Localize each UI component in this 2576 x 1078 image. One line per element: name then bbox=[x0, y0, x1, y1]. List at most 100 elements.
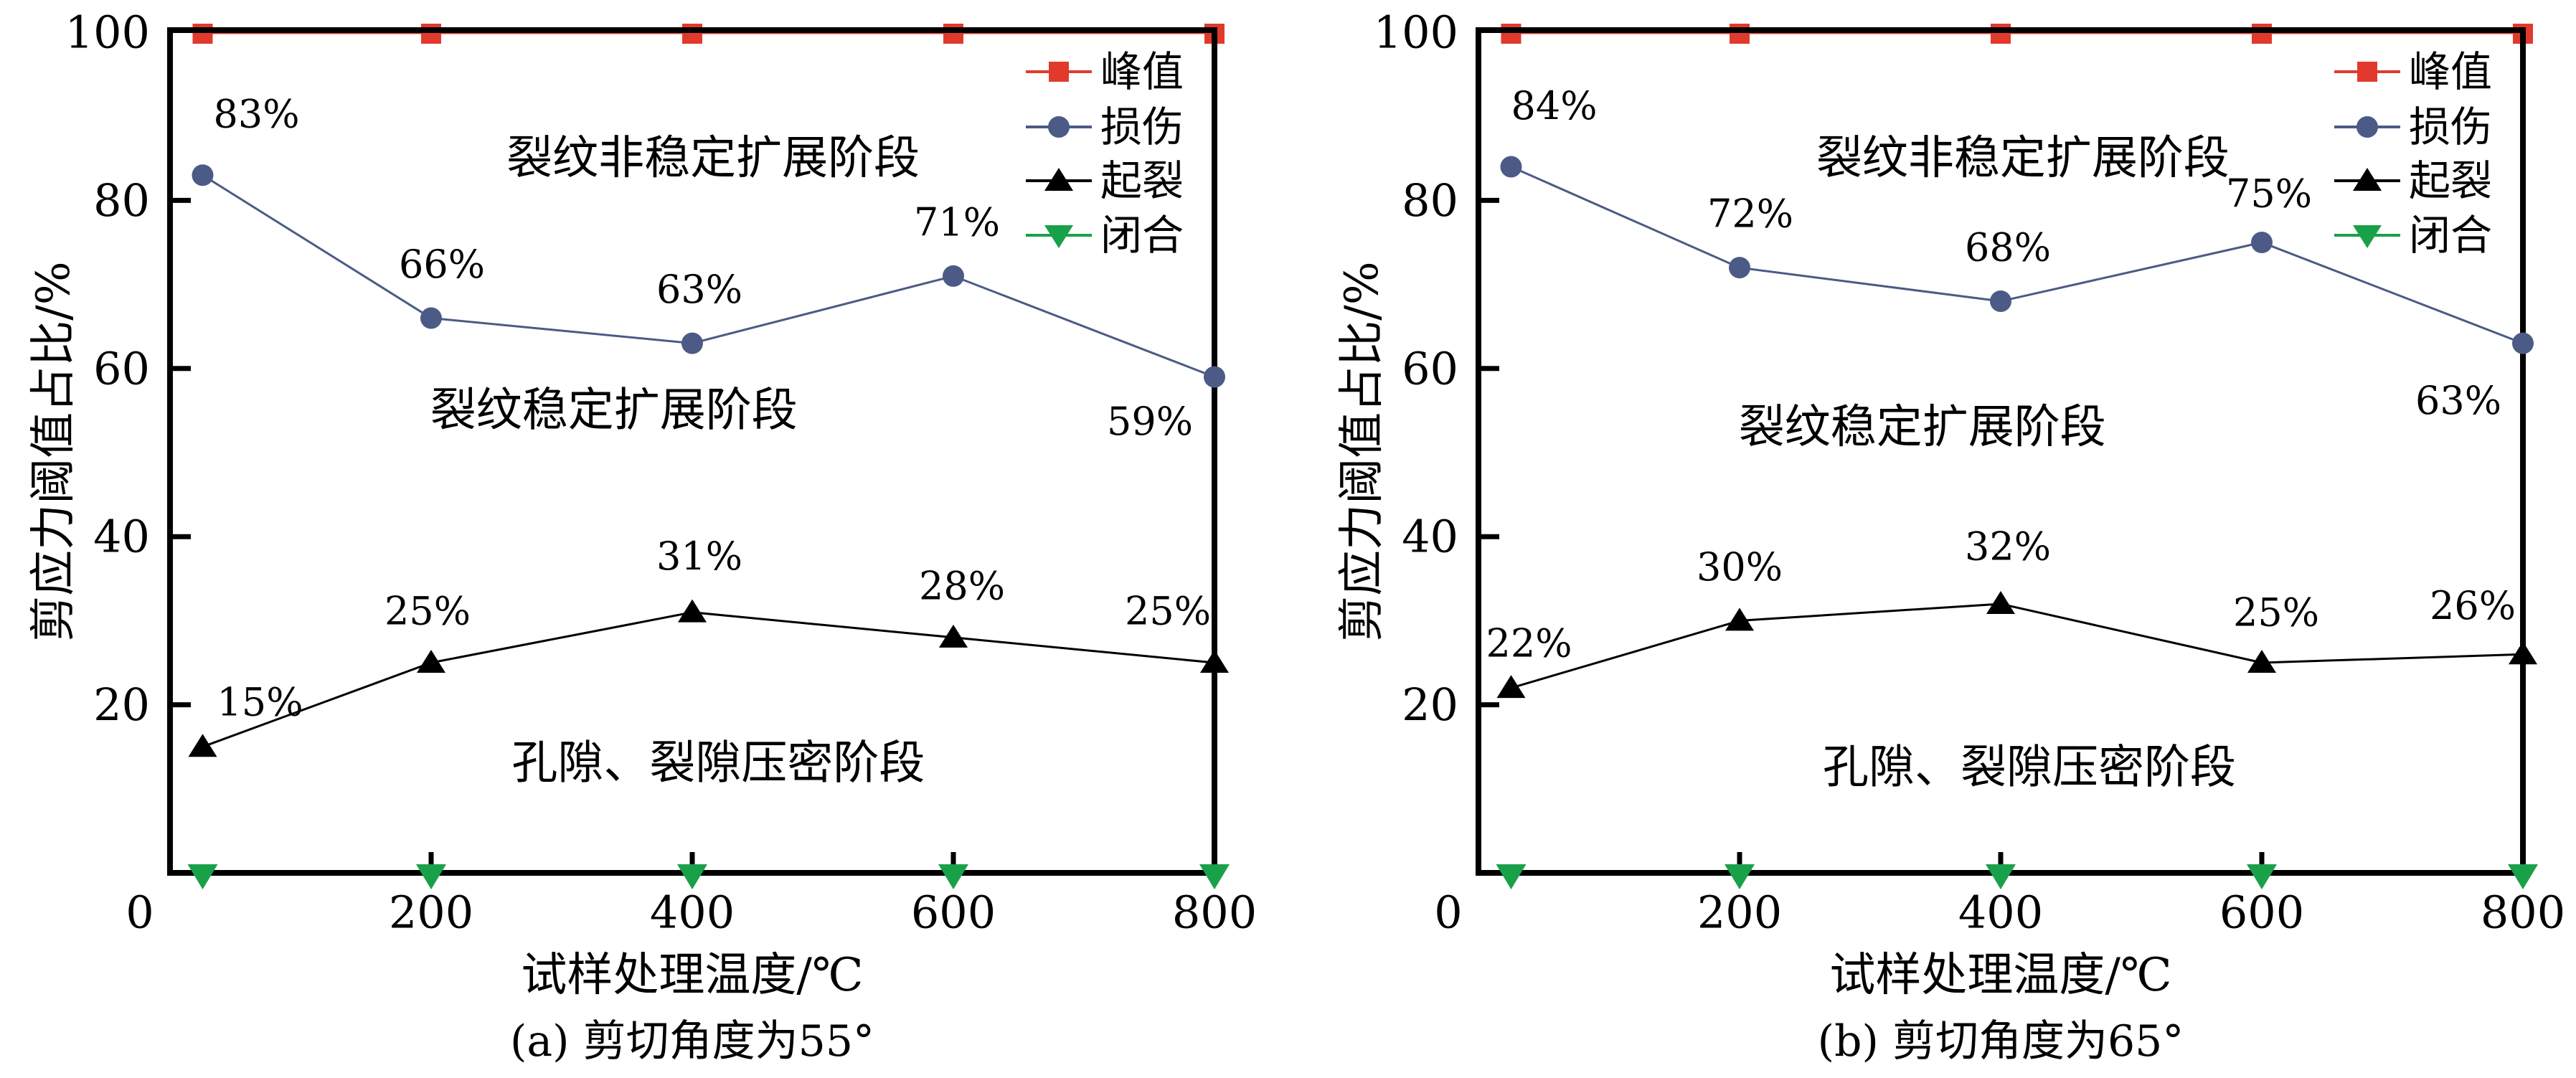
x-tick-label-b: 200 bbox=[1697, 886, 1782, 939]
initiation-marker-a-1 bbox=[417, 650, 445, 673]
damage-label-b-0: 84% bbox=[1511, 83, 1597, 128]
initiation-line-b bbox=[1511, 602, 2524, 689]
legend-label-b-0: 峰值 bbox=[2409, 47, 2492, 96]
damage-label-b-1: 72% bbox=[1707, 192, 1793, 237]
damage-label-a-0: 83% bbox=[213, 92, 299, 137]
peak-marker-a-1 bbox=[421, 24, 441, 44]
damage-marker-a-1 bbox=[420, 307, 442, 329]
damage-marker-a-2 bbox=[681, 332, 703, 354]
legend-label-b-3: 闭合 bbox=[2409, 211, 2492, 260]
initiation-marker-b-3 bbox=[2247, 650, 2276, 673]
damage-marker-a-3 bbox=[943, 265, 964, 287]
legend-label-b-1: 损伤 bbox=[2409, 103, 2492, 151]
closure-marker-b-0 bbox=[1496, 864, 1527, 889]
closure-marker-b-4 bbox=[2508, 864, 2538, 889]
closure-marker-b-2 bbox=[1986, 864, 2016, 889]
initiation-label-b-0: 22% bbox=[1486, 621, 1572, 666]
damage-marker-a-0 bbox=[192, 164, 214, 186]
initiation-line-a bbox=[202, 611, 1215, 748]
legend-triangle-down-marker-b bbox=[2353, 225, 2382, 248]
x-tick-label-a: 200 bbox=[389, 886, 473, 939]
y-tick-label-a: 100 bbox=[65, 6, 150, 59]
damage-label-b-4: 63% bbox=[2415, 378, 2501, 423]
legend-triangle-down-marker-a bbox=[1044, 225, 1073, 248]
x-axis-title-b: 试样处理温度/℃ bbox=[1829, 949, 2171, 1002]
initiation-marker-b-1 bbox=[1725, 607, 1754, 631]
y-tick-label-b: 100 bbox=[1374, 6, 1458, 59]
peak-marker-a-3 bbox=[943, 24, 963, 44]
damage-label-a-1: 66% bbox=[399, 242, 485, 287]
y-tick-label-b: 60 bbox=[1402, 342, 1458, 394]
damage-marker-b-1 bbox=[1729, 257, 1750, 279]
x-tick-label-b: 0 bbox=[1434, 886, 1462, 939]
stage-annotation-b-1: 裂纹稳定扩展阶段 bbox=[1739, 401, 2106, 454]
initiation-label-a-1: 25% bbox=[384, 589, 471, 634]
initiation-marker-b-4 bbox=[2509, 641, 2537, 665]
stage-annotation-b-0: 裂纹非稳定扩展阶段 bbox=[1816, 132, 2230, 185]
initiation-marker-a-0 bbox=[188, 734, 217, 757]
peak-marker-b-2 bbox=[1991, 24, 2011, 44]
initiation-label-b-1: 30% bbox=[1697, 544, 1783, 590]
chart-caption-a: (a) 剪切角度为55° bbox=[510, 1016, 874, 1067]
y-tick-label-a: 20 bbox=[93, 679, 150, 731]
stage-annotation-b-2: 孔隙、裂隙压密阶段 bbox=[1823, 742, 2236, 795]
x-tick-label-b: 800 bbox=[2481, 886, 2565, 939]
x-tick-label-a: 0 bbox=[126, 886, 154, 939]
y-tick-label-a: 80 bbox=[93, 174, 150, 227]
legend-triangle-up-marker-a bbox=[1044, 168, 1073, 191]
initiation-marker-b-0 bbox=[1496, 675, 1526, 699]
closure-marker-a-4 bbox=[1199, 864, 1230, 889]
legend-label-a-3: 闭合 bbox=[1100, 211, 1184, 260]
legend-circle-marker-a bbox=[1048, 116, 1070, 138]
peak-marker-b-3 bbox=[2252, 24, 2272, 44]
legend-circle-marker-b bbox=[2356, 116, 2378, 138]
closure-marker-b-3 bbox=[2247, 864, 2277, 889]
x-axis-title-a: 试样处理温度/℃ bbox=[521, 949, 863, 1002]
initiation-label-a-4: 25% bbox=[1125, 589, 1211, 634]
closure-marker-a-2 bbox=[677, 864, 707, 889]
closure-marker-b-1 bbox=[1725, 864, 1755, 889]
x-tick-label-b: 600 bbox=[2219, 886, 2304, 939]
stage-annotation-a-2: 孔隙、裂隙压密阶段 bbox=[511, 737, 925, 790]
x-tick-label-b: 400 bbox=[1958, 886, 2043, 939]
peak-marker-b-0 bbox=[1501, 24, 1521, 44]
y-tick-label-b: 80 bbox=[1402, 174, 1458, 227]
damage-label-b-3: 75% bbox=[2226, 171, 2312, 217]
legend-square-marker-b bbox=[2357, 62, 2377, 82]
legend-label-a-1: 损伤 bbox=[1100, 103, 1184, 151]
x-tick-label-a: 400 bbox=[650, 886, 735, 939]
closure-marker-a-3 bbox=[938, 864, 968, 889]
x-tick-label-a: 600 bbox=[911, 886, 996, 939]
legend-square-marker-a bbox=[1049, 62, 1069, 82]
legend-label-b-2: 起裂 bbox=[2409, 156, 2492, 205]
damage-label-a-4: 59% bbox=[1107, 399, 1193, 444]
initiation-marker-a-2 bbox=[678, 599, 707, 623]
initiation-label-b-3: 25% bbox=[2233, 590, 2319, 635]
damage-marker-b-4 bbox=[2512, 332, 2534, 354]
damage-label-a-3: 71% bbox=[914, 199, 1000, 245]
peak-marker-b-1 bbox=[1730, 24, 1750, 44]
y-axis-title-b: 剪应力阈值占比/% bbox=[1336, 261, 1389, 641]
legend-triangle-up-marker-b bbox=[2353, 168, 2382, 191]
damage-marker-b-3 bbox=[2251, 232, 2273, 253]
initiation-label-a-3: 28% bbox=[919, 563, 1005, 608]
damage-label-a-2: 63% bbox=[656, 267, 742, 312]
y-tick-label-b: 20 bbox=[1402, 679, 1458, 731]
chart-caption-b: (b) 剪切角度为65° bbox=[1818, 1016, 2184, 1067]
damage-marker-a-4 bbox=[1204, 366, 1225, 388]
initiation-marker-a-3 bbox=[939, 624, 968, 648]
y-tick-label-a: 40 bbox=[93, 511, 150, 563]
closure-marker-a-0 bbox=[187, 864, 218, 889]
initiation-marker-b-2 bbox=[1986, 590, 2015, 614]
initiation-label-a-0: 15% bbox=[217, 680, 303, 725]
initiation-marker-a-4 bbox=[1200, 650, 1229, 673]
legend-label-a-0: 峰值 bbox=[1100, 47, 1184, 96]
initiation-label-a-2: 31% bbox=[656, 534, 742, 579]
y-axis-title-a: 剪应力阈值占比/% bbox=[27, 261, 80, 641]
peak-marker-a-2 bbox=[682, 24, 702, 44]
y-tick-label-a: 60 bbox=[93, 342, 150, 394]
legend-label-a-2: 起裂 bbox=[1100, 156, 1184, 205]
initiation-label-b-2: 32% bbox=[1965, 524, 2051, 569]
